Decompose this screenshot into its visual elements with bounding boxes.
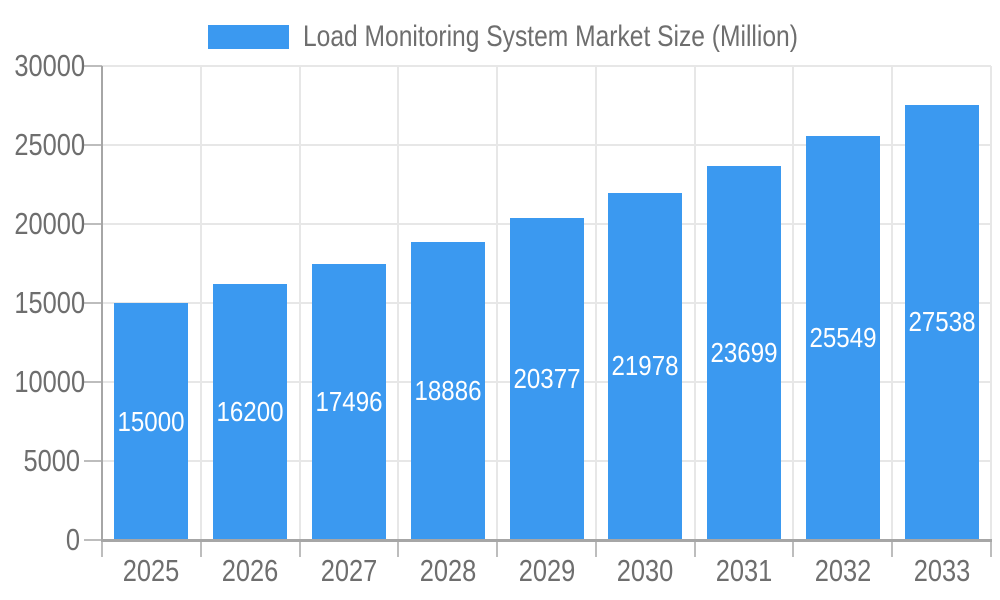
bar-value-label: 23699 [710, 337, 778, 368]
bar-2026 [213, 284, 287, 540]
y-axis-tick-label: 15000 [14, 285, 86, 320]
x-axis-tick-label: 2032 [814, 553, 872, 588]
y-axis-tick [84, 65, 102, 67]
y-axis-tick-label: 30000 [14, 48, 86, 83]
gridline-vertical [299, 66, 301, 540]
y-axis-tick-label: 0 [65, 522, 80, 557]
x-axis-tick [990, 542, 992, 557]
x-axis-tick [595, 542, 597, 557]
bar-value-label: 18886 [414, 375, 482, 406]
x-axis-tick [397, 542, 399, 557]
gridline-vertical [694, 66, 696, 540]
bar-value-label: 17496 [315, 386, 383, 417]
y-axis-tick-label: 20000 [14, 206, 86, 241]
x-axis-tick-label: 2031 [715, 553, 773, 588]
bar-2029 [510, 218, 584, 540]
bar-value-label: 27538 [908, 306, 976, 337]
y-axis-tick [84, 381, 102, 383]
gridline-horizontal [102, 144, 991, 146]
y-axis-tick-label: 25000 [14, 127, 86, 162]
bar-2025 [114, 303, 188, 540]
y-axis-tick [84, 223, 102, 225]
bar-2031 [707, 166, 781, 540]
x-axis-tick [891, 542, 893, 557]
y-axis-tick [84, 460, 102, 462]
x-axis-tick-label: 2026 [221, 553, 279, 588]
x-axis-tick-label: 2027 [320, 553, 378, 588]
x-axis-tick [200, 542, 202, 557]
y-axis-tick [84, 144, 102, 146]
gridline-vertical [200, 66, 202, 540]
y-axis-tick [84, 302, 102, 304]
x-axis-tick [101, 542, 103, 557]
x-axis-tick-label: 2033 [913, 553, 971, 588]
gridline-vertical [792, 66, 794, 540]
x-axis-tick-label: 2030 [616, 553, 674, 588]
gridline-vertical [595, 66, 597, 540]
legend-label: Load Monitoring System Market Size (Mill… [303, 20, 798, 53]
chart-legend[interactable]: Load Monitoring System Market Size (Mill… [208, 20, 907, 54]
x-axis-tick [792, 542, 794, 557]
x-axis-tick-label: 2029 [518, 553, 576, 588]
bar-value-label: 15000 [117, 406, 185, 437]
gridline-horizontal [102, 65, 991, 67]
gridline-vertical [990, 66, 992, 540]
x-axis-tick-label: 2028 [419, 553, 477, 588]
y-axis-tick-label: 5000 [23, 443, 80, 478]
x-axis-tick [694, 542, 696, 557]
bar-value-label: 20377 [513, 363, 581, 394]
bar-value-label: 16200 [216, 396, 284, 427]
x-axis-tick [299, 542, 301, 557]
y-axis-tick [84, 539, 102, 541]
bar-2028 [411, 242, 485, 540]
bar-value-label: 21978 [611, 350, 679, 381]
bar-value-label: 25549 [809, 322, 877, 353]
bar-2027 [312, 264, 386, 540]
x-axis-tick [496, 542, 498, 557]
legend-swatch [208, 25, 289, 49]
bar-2030 [608, 193, 682, 540]
x-axis-tick-label: 2025 [122, 553, 180, 588]
y-axis-line [101, 66, 103, 540]
bar-2033 [905, 105, 979, 540]
gridline-vertical [891, 66, 893, 540]
gridline-vertical [397, 66, 399, 540]
x-axis-line [101, 539, 992, 542]
bar-2032 [806, 136, 880, 540]
gridline-vertical [496, 66, 498, 540]
y-axis-tick-label: 10000 [14, 364, 86, 399]
